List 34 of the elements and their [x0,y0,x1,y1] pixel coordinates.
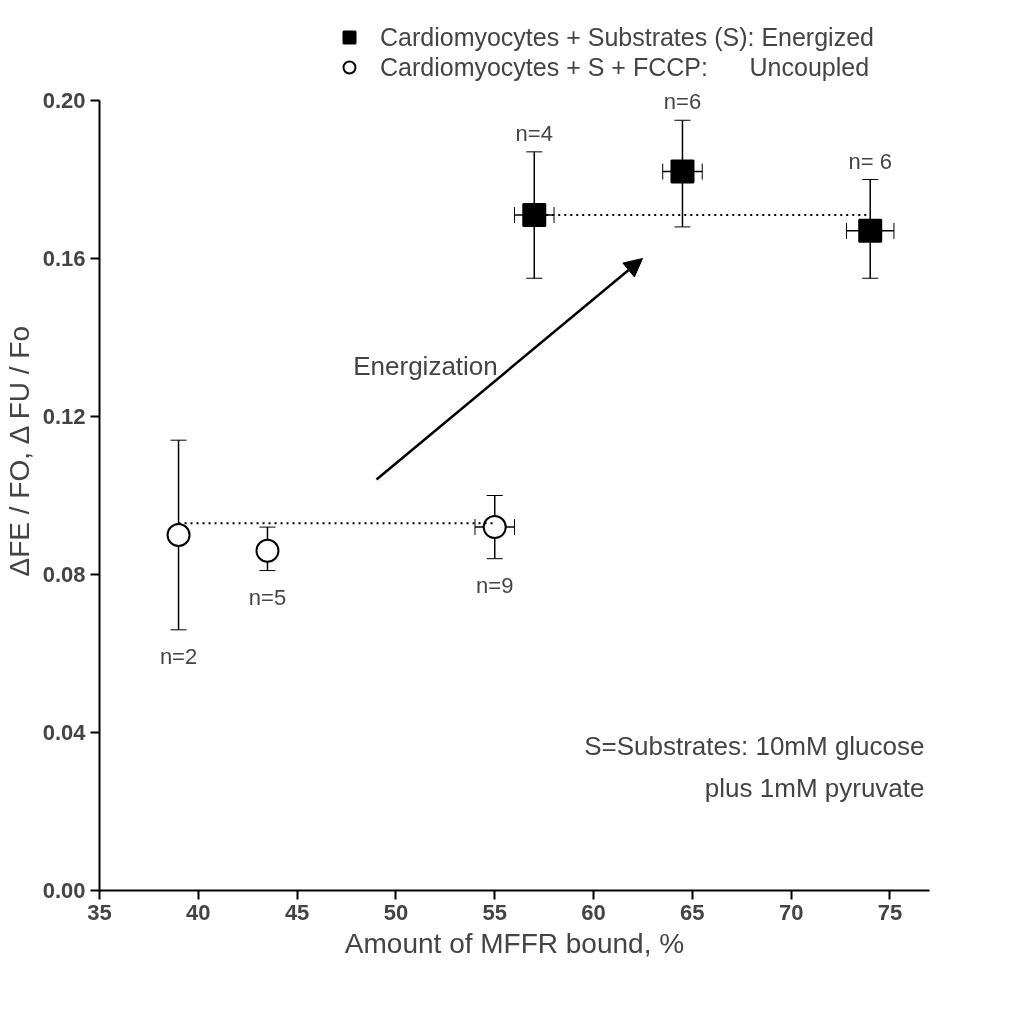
annotation: n=5 [248,584,287,610]
y-tick-label: 0.00 [42,878,86,903]
point [522,203,547,228]
x-axis-title: Amount of MFFR bound, % [344,927,685,959]
y-tick-label: 0.20 [42,88,86,113]
legend-label: Cardiomyocytes + S + FCCP: Uncoupled [380,52,870,82]
x-tick-label: 75 [877,899,903,925]
x-tick-label: 40 [186,899,211,925]
point [166,523,191,547]
annotation: n=6 [663,89,702,115]
x-tick-label: 70 [778,899,804,925]
annotation: n=9 [476,572,514,598]
point [858,218,883,243]
y-tick-label: 0.08 [42,562,86,587]
annotation: n=2 [159,643,198,669]
annotation: n=4 [515,120,553,146]
x-tick-label: 45 [284,899,310,925]
x-tick-label: 50 [383,899,409,925]
y-tick-label: 0.16 [42,246,86,271]
x-tick-label: 65 [680,899,705,925]
annotation: S=Substrates: 10mM glucose [584,730,925,761]
y-tick-label: 0.12 [42,404,86,429]
annotation: n= 6 [848,148,892,174]
x-tick-label: 60 [581,899,606,925]
x-tick-label: 55 [482,899,507,925]
y-tick-label: 0.04 [42,720,87,745]
point [482,515,507,540]
point [670,159,695,184]
x-tick-label: 35 [87,899,112,925]
annotation: plus 1mM pyruvate [704,772,925,803]
y-axis-title: ΔFE / FO, Δ FU / Fo [3,325,35,577]
point [255,538,280,563]
annotation: Energization [353,350,498,381]
legend-label: Cardiomyocytes + Substrates (S): Energized [380,22,874,52]
